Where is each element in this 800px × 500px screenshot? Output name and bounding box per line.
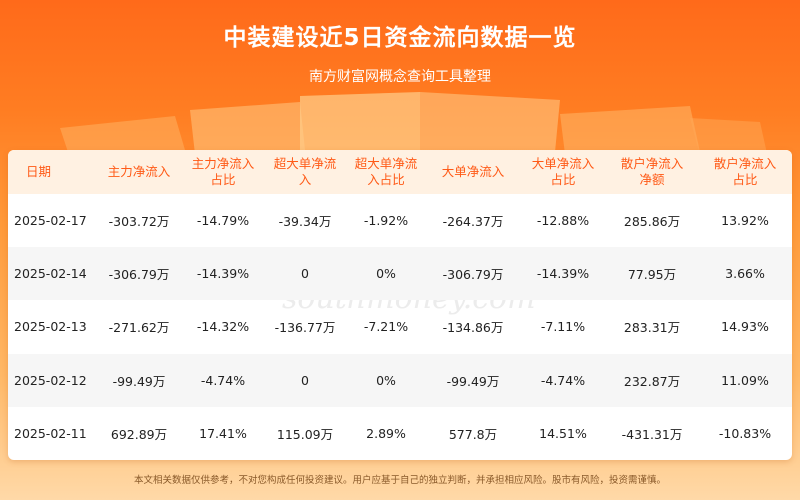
value-cell: -4.74% — [540, 372, 586, 388]
value-cell: 577.8万 — [448, 426, 498, 442]
header-banner: 中装建设近5日资金流向数据一览 南方财富网概念查询工具整理 — [0, 0, 800, 150]
value-cell: -303.72万 — [108, 214, 170, 230]
column-header-line: 主力净流入 — [191, 156, 255, 171]
value-cell: 0 — [301, 266, 309, 282]
value-cell: -99.49万 — [446, 373, 500, 389]
fund-flow-table: 日期 主力净流入 主力净流入 占比 超大单净流入超大单净流 入占比 大单净流入 大单净流入 占比… — [8, 150, 792, 460]
value-cell: -136.77万 — [274, 320, 336, 336]
column-header: 大单净流入 占比 — [520, 150, 606, 194]
column-header: 日期 — [8, 150, 96, 194]
value-cell: 14.93% — [721, 319, 769, 335]
value-cell: 17.41% — [199, 425, 247, 441]
table-row: 2025-02-13 -271.62万 -14.32% -136.77万 -7.21% -… — [8, 300, 792, 353]
value-cell: -39.34万 — [278, 214, 332, 230]
column-header-line: 入 — [298, 172, 312, 187]
value-cell: -134.86万 — [442, 320, 504, 336]
table-row: 2025-02-14 -306.79万 -14.39% 0 0% -306.79万 -14.… — [8, 247, 792, 301]
value-cell: 14.51% — [539, 425, 587, 441]
value-cell: -7.11% — [540, 319, 586, 335]
value-cell: -271.62万 — [108, 320, 170, 336]
value-cell: 3.66% — [725, 266, 765, 282]
value-cell: 283.31万 — [623, 320, 681, 336]
value-cell: 2.89% — [366, 425, 406, 441]
column-header-line: 散户净流入 — [620, 156, 684, 171]
value-cell: -99.49万 — [112, 373, 166, 389]
value-cell: -7.21% — [363, 319, 409, 335]
date-cell: 2025-02-14 — [14, 266, 87, 282]
column-header-line: 占比 — [210, 172, 236, 187]
column-header-line: 超大单净流 — [354, 156, 418, 171]
page-title: 中装建设近5日资金流向数据一览 — [223, 25, 577, 51]
value-cell: 0% — [376, 372, 396, 388]
value-cell: 115.09万 — [276, 426, 334, 442]
column-header-line: 主力净流入 — [107, 164, 171, 179]
table-body: 2025-02-17 -303.72万 -14.79% -39.34万 -1.92% -2… — [8, 194, 792, 460]
value-cell: -306.79万 — [442, 267, 504, 283]
table-row: 2025-02-11 692.89万 17.41% 115.09万 2.89% 577.8… — [8, 407, 792, 460]
column-header-line: 散户净流入 — [713, 156, 777, 171]
value-cell: 232.87万 — [623, 373, 681, 389]
column-header: 超大单净流入 — [264, 150, 346, 194]
value-cell: -306.79万 — [108, 267, 170, 283]
column-header: 主力净流入 占比 — [182, 150, 264, 194]
column-header: 散户净流入 占比 — [698, 150, 792, 194]
value-cell: -431.31万 — [621, 426, 683, 442]
date-cell: 2025-02-13 — [14, 319, 87, 335]
column-header-line: 大单净流入 — [531, 156, 595, 171]
date-cell: 2025-02-17 — [14, 213, 87, 229]
column-header: 主力净流入 — [96, 150, 182, 194]
date-cell: 2025-02-11 — [14, 425, 87, 441]
column-header-line: 日期 — [26, 164, 52, 179]
table-row: 2025-02-17 -303.72万 -14.79% -39.34万 -1.92% -2… — [8, 194, 792, 247]
value-cell: -1.92% — [363, 213, 409, 229]
value-cell: 0% — [376, 266, 396, 282]
disclaimer-text: 本文相关数据仅供参考，不对您构成任何投资建议。用户应基于自己的独立判断，并承担相… — [133, 475, 666, 486]
page-subtitle: 南方财富网概念查询工具整理 — [309, 69, 491, 85]
value-cell: 692.89万 — [110, 426, 168, 442]
value-cell: -4.74% — [200, 372, 246, 388]
value-cell: -14.79% — [196, 213, 250, 229]
column-header: 散户净流入 净额 — [606, 150, 698, 194]
value-cell: 0 — [301, 372, 309, 388]
column-header-line: 入占比 — [367, 172, 405, 187]
column-header: 大单净流入 — [426, 150, 520, 194]
fund-flow-table-card: 南方财富网 southmoney.com 日期 主力净流入 主力净流入 占比 超大单净流… — [8, 150, 792, 460]
column-header-line: 占比 — [550, 172, 576, 187]
decorative-blocks — [60, 92, 767, 150]
value-cell: 13.92% — [721, 213, 769, 229]
value-cell: 11.09% — [721, 372, 769, 388]
value-cell: -12.88% — [536, 213, 590, 229]
value-cell: -14.39% — [536, 266, 590, 282]
value-cell: -10.83% — [718, 425, 772, 441]
table-row: 2025-02-12 -99.49万 -4.74% 0 0% -99.49万 -4.74% 2… — [8, 353, 792, 407]
column-header-line: 净额 — [639, 172, 665, 187]
value-cell: 77.95万 — [627, 267, 677, 283]
value-cell: -14.39% — [196, 266, 250, 282]
table-header-row: 日期 主力净流入 主力净流入 占比 超大单净流入超大单净流 入占比 大单净流入 大单净流入 占比… — [8, 150, 792, 194]
value-cell: -264.37万 — [442, 214, 504, 230]
column-header-line: 占比 — [732, 172, 758, 187]
column-header-line: 超大单净流 — [273, 156, 337, 171]
date-cell: 2025-02-12 — [14, 372, 87, 388]
column-header: 超大单净流 入占比 — [346, 150, 426, 194]
column-header-line: 大单净流入 — [441, 164, 505, 179]
value-cell: -14.32% — [196, 319, 250, 335]
value-cell: 285.86万 — [623, 214, 681, 230]
